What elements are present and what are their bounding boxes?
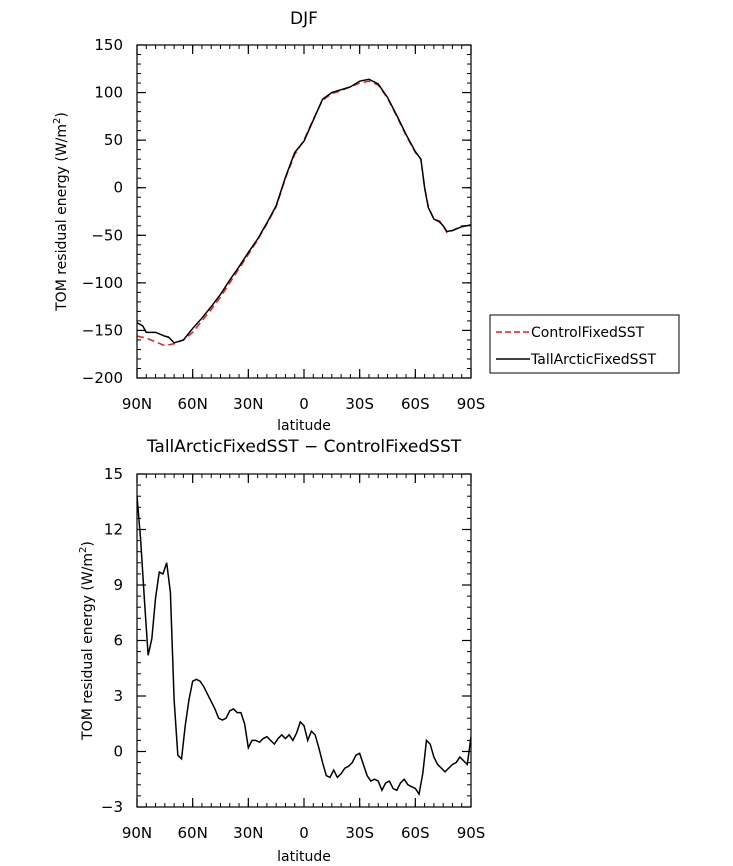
- plot-frame: [136, 44, 472, 379]
- x-tick-label: 90N: [122, 824, 152, 842]
- legend-box: [489, 314, 680, 374]
- y-tick-label: 0: [113, 743, 123, 761]
- y-tick-label: −150: [82, 321, 123, 339]
- y-axis-label: TOM residual energy (W/m2): [78, 541, 96, 741]
- y-tick-label: 12: [104, 521, 123, 539]
- x-axis-label: latitude: [277, 418, 331, 434]
- chart-title: TallArcticFixedSST − ControlFixedSST: [146, 437, 462, 457]
- y-tick-label: 9: [113, 576, 123, 594]
- y-tick-label: −3: [101, 798, 123, 816]
- x-tick-label: 0: [299, 395, 309, 413]
- panel-difference: TallArcticFixedSST − ControlFixedSST 15 12…: [78, 437, 485, 865]
- x-tick-label: 60N: [178, 824, 208, 842]
- x-tick-label: 60S: [401, 824, 430, 842]
- chart-title: DJF: [290, 9, 318, 29]
- y-tick-label: 100: [94, 84, 123, 102]
- y-tick-label: 150: [94, 36, 123, 54]
- x-tick-label: 30N: [233, 395, 263, 413]
- x-tick-label: 30N: [233, 824, 263, 842]
- x-tick-label: 0: [299, 824, 309, 842]
- y-axis-label: TOM residual energy (W/m2): [52, 112, 70, 312]
- x-tick-label: 60N: [178, 395, 208, 413]
- series-line-tallarcticfixedsst-controlfixedsst: [137, 496, 471, 797]
- series-line-tallarcticfixedsst: [137, 78, 471, 344]
- x-tick-label: 90S: [457, 395, 486, 413]
- x-axis-label: latitude: [277, 849, 331, 865]
- y-tick-label: 50: [104, 131, 123, 149]
- plot-frame: [136, 473, 472, 808]
- y-tick-label: −100: [82, 274, 123, 292]
- series-line-controlfixedsst: [137, 80, 471, 347]
- x-tick-label: 60S: [401, 395, 430, 413]
- legend-label: TallArcticFixedSST: [530, 352, 656, 368]
- x-tick-label: 90S: [457, 824, 486, 842]
- y-tick-label: −50: [91, 226, 123, 244]
- y-tick-label: 15: [104, 465, 123, 483]
- y-tick-label: 6: [113, 632, 123, 650]
- x-tick-label: 30S: [345, 395, 374, 413]
- y-tick-label: 0: [113, 179, 123, 197]
- y-tick-label: 3: [113, 687, 123, 705]
- x-tick-label: 30S: [345, 824, 374, 842]
- y-tick-label: −200: [82, 369, 123, 387]
- legend: ControlFixedSST TallArcticFixedSST: [489, 314, 680, 374]
- legend-label: ControlFixedSST: [531, 325, 645, 341]
- panel-djf: DJF 150 100 50 0 −50 −100 −150 −200 90N 60N 30N 0 30S…: [52, 9, 680, 434]
- x-tick-label: 90N: [122, 395, 152, 413]
